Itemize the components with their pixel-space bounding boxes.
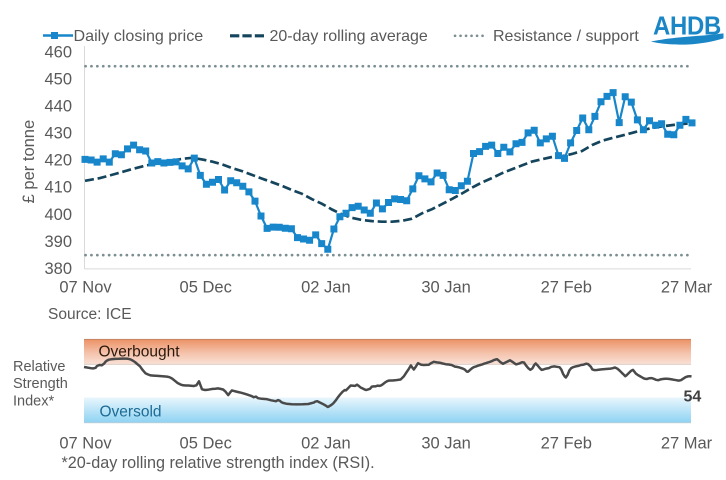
svg-text:Daily closing price: Daily closing price (74, 27, 204, 45)
svg-text:Index*: Index* (13, 393, 54, 409)
svg-text:410: 410 (44, 179, 72, 197)
svg-text:390: 390 (44, 233, 72, 251)
svg-text:27 Feb: 27 Feb (541, 434, 592, 452)
svg-text:Relative: Relative (13, 359, 65, 375)
svg-text:Source: ICE: Source: ICE (48, 306, 132, 323)
svg-text:*20-day rolling relative stren: *20-day rolling relative strength index … (62, 454, 375, 472)
svg-text:05 Dec: 05 Dec (180, 278, 232, 296)
svg-text:Oversold: Oversold (100, 404, 162, 421)
svg-text:27 Feb: 27 Feb (541, 278, 592, 296)
svg-text:440: 440 (44, 98, 72, 116)
svg-text:420: 420 (44, 152, 72, 170)
svg-text:£ per tonne: £ per tonne (20, 120, 38, 203)
svg-text:380: 380 (44, 260, 72, 278)
svg-text:Strength: Strength (13, 376, 68, 392)
svg-text:54: 54 (684, 389, 702, 406)
svg-text:07 Nov: 07 Nov (59, 278, 112, 296)
svg-text:05 Dec: 05 Dec (180, 434, 232, 452)
svg-text:02 Jan: 02 Jan (301, 278, 351, 296)
svg-text:07 Nov: 07 Nov (59, 434, 112, 452)
svg-text:Resistance / support: Resistance / support (493, 28, 639, 45)
svg-text:450: 450 (44, 71, 72, 89)
svg-text:27 Mar: 27 Mar (661, 278, 713, 296)
svg-text:02 Jan: 02 Jan (301, 434, 351, 452)
svg-text:430: 430 (44, 125, 72, 143)
svg-text:30 Jan: 30 Jan (421, 434, 471, 452)
svg-text:460: 460 (44, 44, 72, 62)
svg-text:400: 400 (44, 206, 72, 224)
svg-text:27 Mar: 27 Mar (661, 434, 713, 452)
svg-text:30 Jan: 30 Jan (421, 278, 471, 296)
svg-text:Overbought: Overbought (99, 343, 181, 360)
svg-text:20-day rolling average: 20-day rolling average (270, 28, 428, 45)
